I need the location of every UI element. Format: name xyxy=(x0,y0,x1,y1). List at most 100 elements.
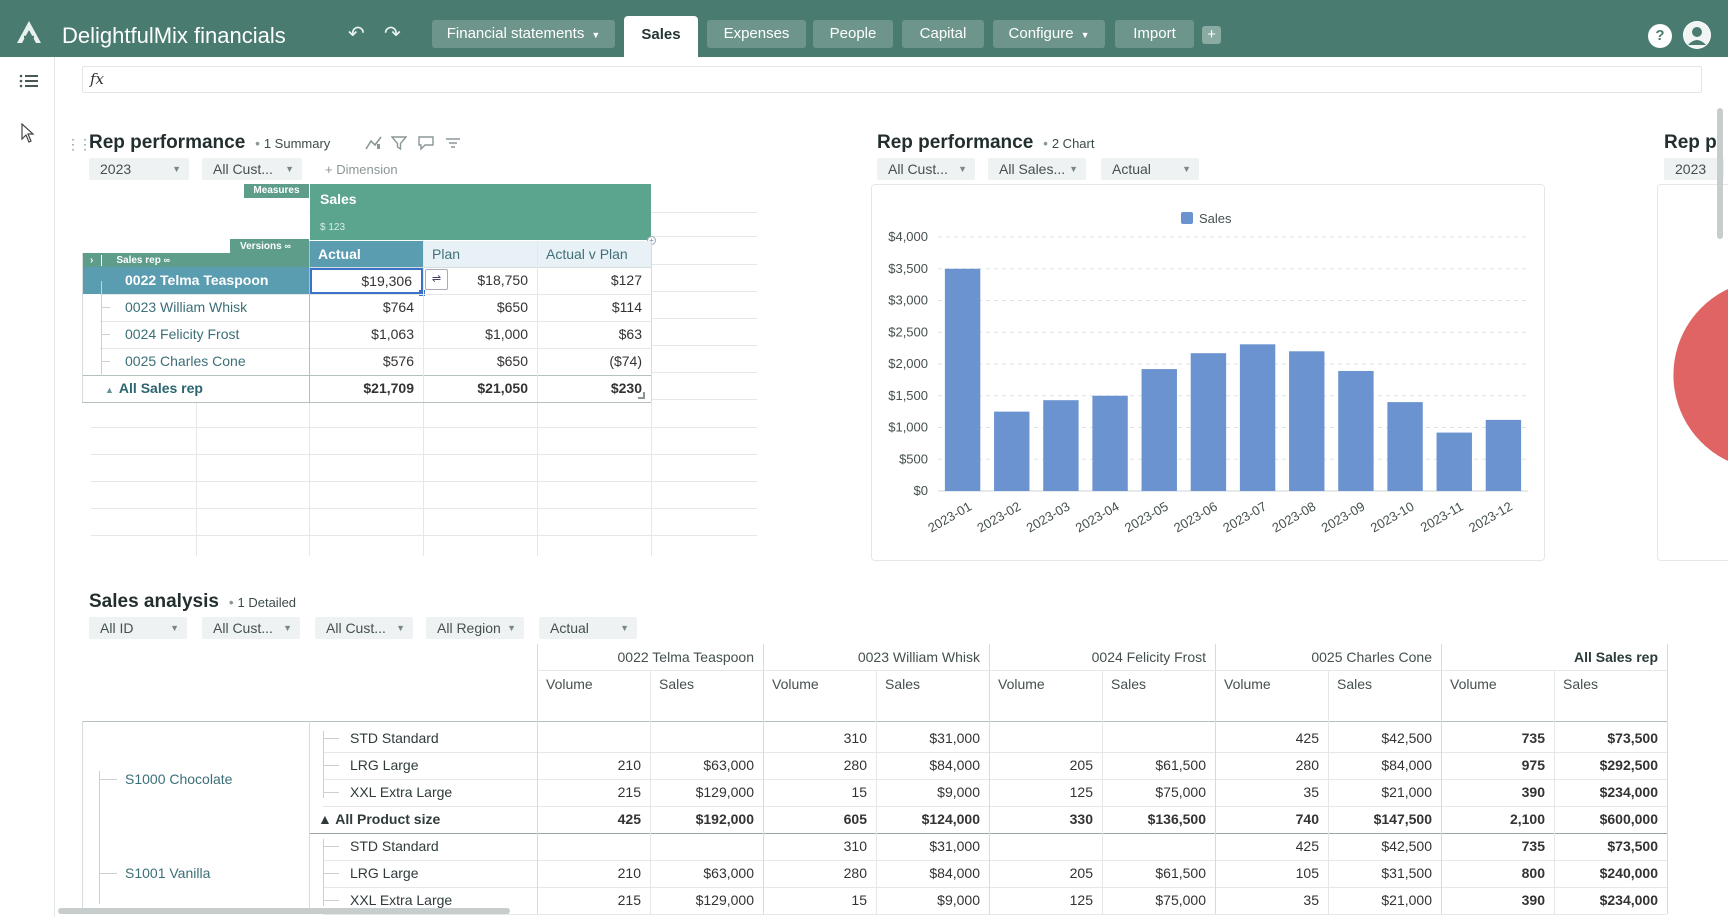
sa-customer-filter-1[interactable]: All Cust... ▼ xyxy=(202,617,300,639)
cell-avp-0022[interactable]: $127 xyxy=(610,272,642,288)
table-cell[interactable]: $61,500 xyxy=(1155,865,1206,881)
table-cell[interactable]: 125 xyxy=(1069,784,1093,800)
table-cell[interactable]: $31,500 xyxy=(1381,865,1432,881)
table-cell[interactable]: 390 xyxy=(1521,784,1545,800)
sa-region-filter[interactable]: All Region ▼ xyxy=(426,617,524,639)
table-cell[interactable]: $61,500 xyxy=(1155,757,1206,773)
row-header-size[interactable]: XXL Extra Large xyxy=(350,784,453,800)
table-cell[interactable]: $31,000 xyxy=(929,730,980,746)
table-cell[interactable]: $42,500 xyxy=(1381,838,1432,854)
table-cell[interactable]: 35 xyxy=(1303,892,1319,908)
table-cell[interactable]: $75,000 xyxy=(1155,892,1206,908)
table-cell[interactable]: $600,000 xyxy=(1599,811,1658,827)
bar-2023-07[interactable] xyxy=(1239,344,1276,491)
table-cell[interactable]: $84,000 xyxy=(1381,757,1432,773)
cell-avp-0023[interactable]: $114 xyxy=(611,299,642,315)
table-cell[interactable] xyxy=(537,725,650,752)
table-cell[interactable]: $129,000 xyxy=(695,784,754,800)
sort-icon[interactable] xyxy=(445,136,461,150)
column-header-sales[interactable]: Sales xyxy=(1111,676,1147,692)
cell-plan-0024[interactable]: $1,000 xyxy=(485,326,528,342)
redo-icon[interactable]: ↷ xyxy=(384,23,401,45)
row-header-size[interactable]: LRG Large xyxy=(350,865,419,881)
table-cell[interactable]: $63,000 xyxy=(703,757,754,773)
bar-2023-12[interactable] xyxy=(1485,419,1522,491)
fill-handle[interactable] xyxy=(419,290,425,296)
bar-2023-03[interactable] xyxy=(1043,400,1079,491)
cell-plan-0023[interactable]: $650 xyxy=(496,299,528,315)
sales-rep-label[interactable]: › Sales rep ∞ xyxy=(82,253,309,267)
customer-filter[interactable]: All Cust... ▼ xyxy=(202,158,302,180)
row-header-total[interactable]: ▲ All Product size xyxy=(318,811,441,827)
cell-plan-0025[interactable]: $650 xyxy=(496,353,528,369)
pie-chart-panel[interactable] xyxy=(1657,184,1728,561)
chart-version-filter[interactable]: Actual ▼ xyxy=(1101,158,1199,180)
table-cell[interactable]: $129,000 xyxy=(695,892,754,908)
bar-2023-02[interactable] xyxy=(994,411,1030,491)
rep-third-filter[interactable]: 2023 xyxy=(1664,158,1724,180)
table-cell[interactable]: $21,000 xyxy=(1381,892,1432,908)
column-header-rep[interactable]: 0022 Telma Teaspoon xyxy=(617,649,754,665)
resize-handle-icon[interactable] xyxy=(638,392,645,399)
table-cell[interactable]: 280 xyxy=(1295,757,1319,773)
column-header-sales[interactable]: Sales xyxy=(659,676,695,692)
table-cell[interactable]: 425 xyxy=(1295,838,1319,854)
table-cell[interactable]: 205 xyxy=(1069,757,1093,773)
cell-actual-0024[interactable]: $1,063 xyxy=(371,326,414,342)
sa-customer-filter-2[interactable]: All Cust... ▼ xyxy=(315,617,413,639)
bar-2023-04[interactable] xyxy=(1092,395,1128,491)
avatar[interactable] xyxy=(1683,21,1711,49)
column-header-volume[interactable]: Volume xyxy=(998,676,1045,692)
table-cell[interactable]: 330 xyxy=(1069,811,1093,827)
table-cell[interactable]: $63,000 xyxy=(703,865,754,881)
table-cell[interactable]: $240,000 xyxy=(1599,865,1658,881)
table-cell[interactable]: $292,500 xyxy=(1599,757,1658,773)
table-cell[interactable]: $42,500 xyxy=(1381,730,1432,746)
column-header-volume[interactable]: Volume xyxy=(1224,676,1271,692)
horizontal-scrollbar[interactable] xyxy=(58,908,510,914)
table-cell[interactable] xyxy=(1102,833,1215,860)
cell-actual-total[interactable]: $21,709 xyxy=(363,380,414,396)
table-cell[interactable]: $234,000 xyxy=(1599,892,1658,908)
list-menu-icon[interactable] xyxy=(19,73,39,89)
column-header-rep[interactable]: 0023 William Whisk xyxy=(857,649,980,665)
table-cell[interactable]: 15 xyxy=(851,784,867,800)
table-cell[interactable]: 210 xyxy=(617,865,641,881)
row-header-total[interactable]: ▲ All Sales rep xyxy=(105,380,203,396)
table-cell[interactable]: 735 xyxy=(1521,730,1545,746)
table-cell[interactable]: 740 xyxy=(1295,811,1319,827)
column-header-rep[interactable]: 0024 Felicity Frost xyxy=(1091,649,1206,665)
table-cell[interactable]: $84,000 xyxy=(929,757,980,773)
help-icon[interactable]: ? xyxy=(1648,24,1672,48)
tab-configure[interactable]: Configure ▼ xyxy=(993,20,1105,48)
drag-handle-icon[interactable]: ⋮⋮ xyxy=(66,136,92,152)
row-header-size[interactable]: LRG Large xyxy=(350,757,419,773)
row-header-size[interactable]: STD Standard xyxy=(350,730,439,746)
table-cell[interactable]: $192,000 xyxy=(695,811,754,827)
cell-avp-0024[interactable]: $63 xyxy=(618,326,642,342)
column-header-sales[interactable]: Sales xyxy=(1337,676,1373,692)
table-cell[interactable]: $9,000 xyxy=(937,892,980,908)
row-header-product[interactable]: S1001 Vanilla xyxy=(125,865,211,881)
table-cell[interactable]: 425 xyxy=(1295,730,1319,746)
column-header-actual[interactable]: Actual xyxy=(310,241,423,268)
column-header-volume[interactable]: Volume xyxy=(772,676,819,692)
table-cell[interactable]: $147,500 xyxy=(1373,811,1432,827)
table-cell[interactable] xyxy=(1102,725,1215,752)
column-header-sales[interactable]: Sales xyxy=(1563,676,1599,692)
add-tab-icon[interactable]: + xyxy=(1202,26,1221,44)
table-cell[interactable]: $136,500 xyxy=(1147,811,1206,827)
table-cell[interactable] xyxy=(537,833,650,860)
table-cell[interactable] xyxy=(989,725,1102,752)
table-cell[interactable]: $124,000 xyxy=(921,811,980,827)
tab-expenses[interactable]: Expenses xyxy=(707,20,806,48)
cell-avp-0025[interactable]: ($74) xyxy=(609,353,642,369)
table-cell[interactable]: 310 xyxy=(843,730,867,746)
tab-financial-statements[interactable]: Financial statements ▼ xyxy=(432,20,615,48)
cell-options-icon[interactable]: ⇌ xyxy=(425,269,448,290)
table-cell[interactable]: $73,500 xyxy=(1607,730,1658,746)
cell-actual-0022[interactable]: $19,306 xyxy=(310,268,423,294)
table-cell[interactable]: 310 xyxy=(843,838,867,854)
table-cell[interactable]: 15 xyxy=(851,892,867,908)
tab-import[interactable]: Import xyxy=(1115,20,1194,48)
